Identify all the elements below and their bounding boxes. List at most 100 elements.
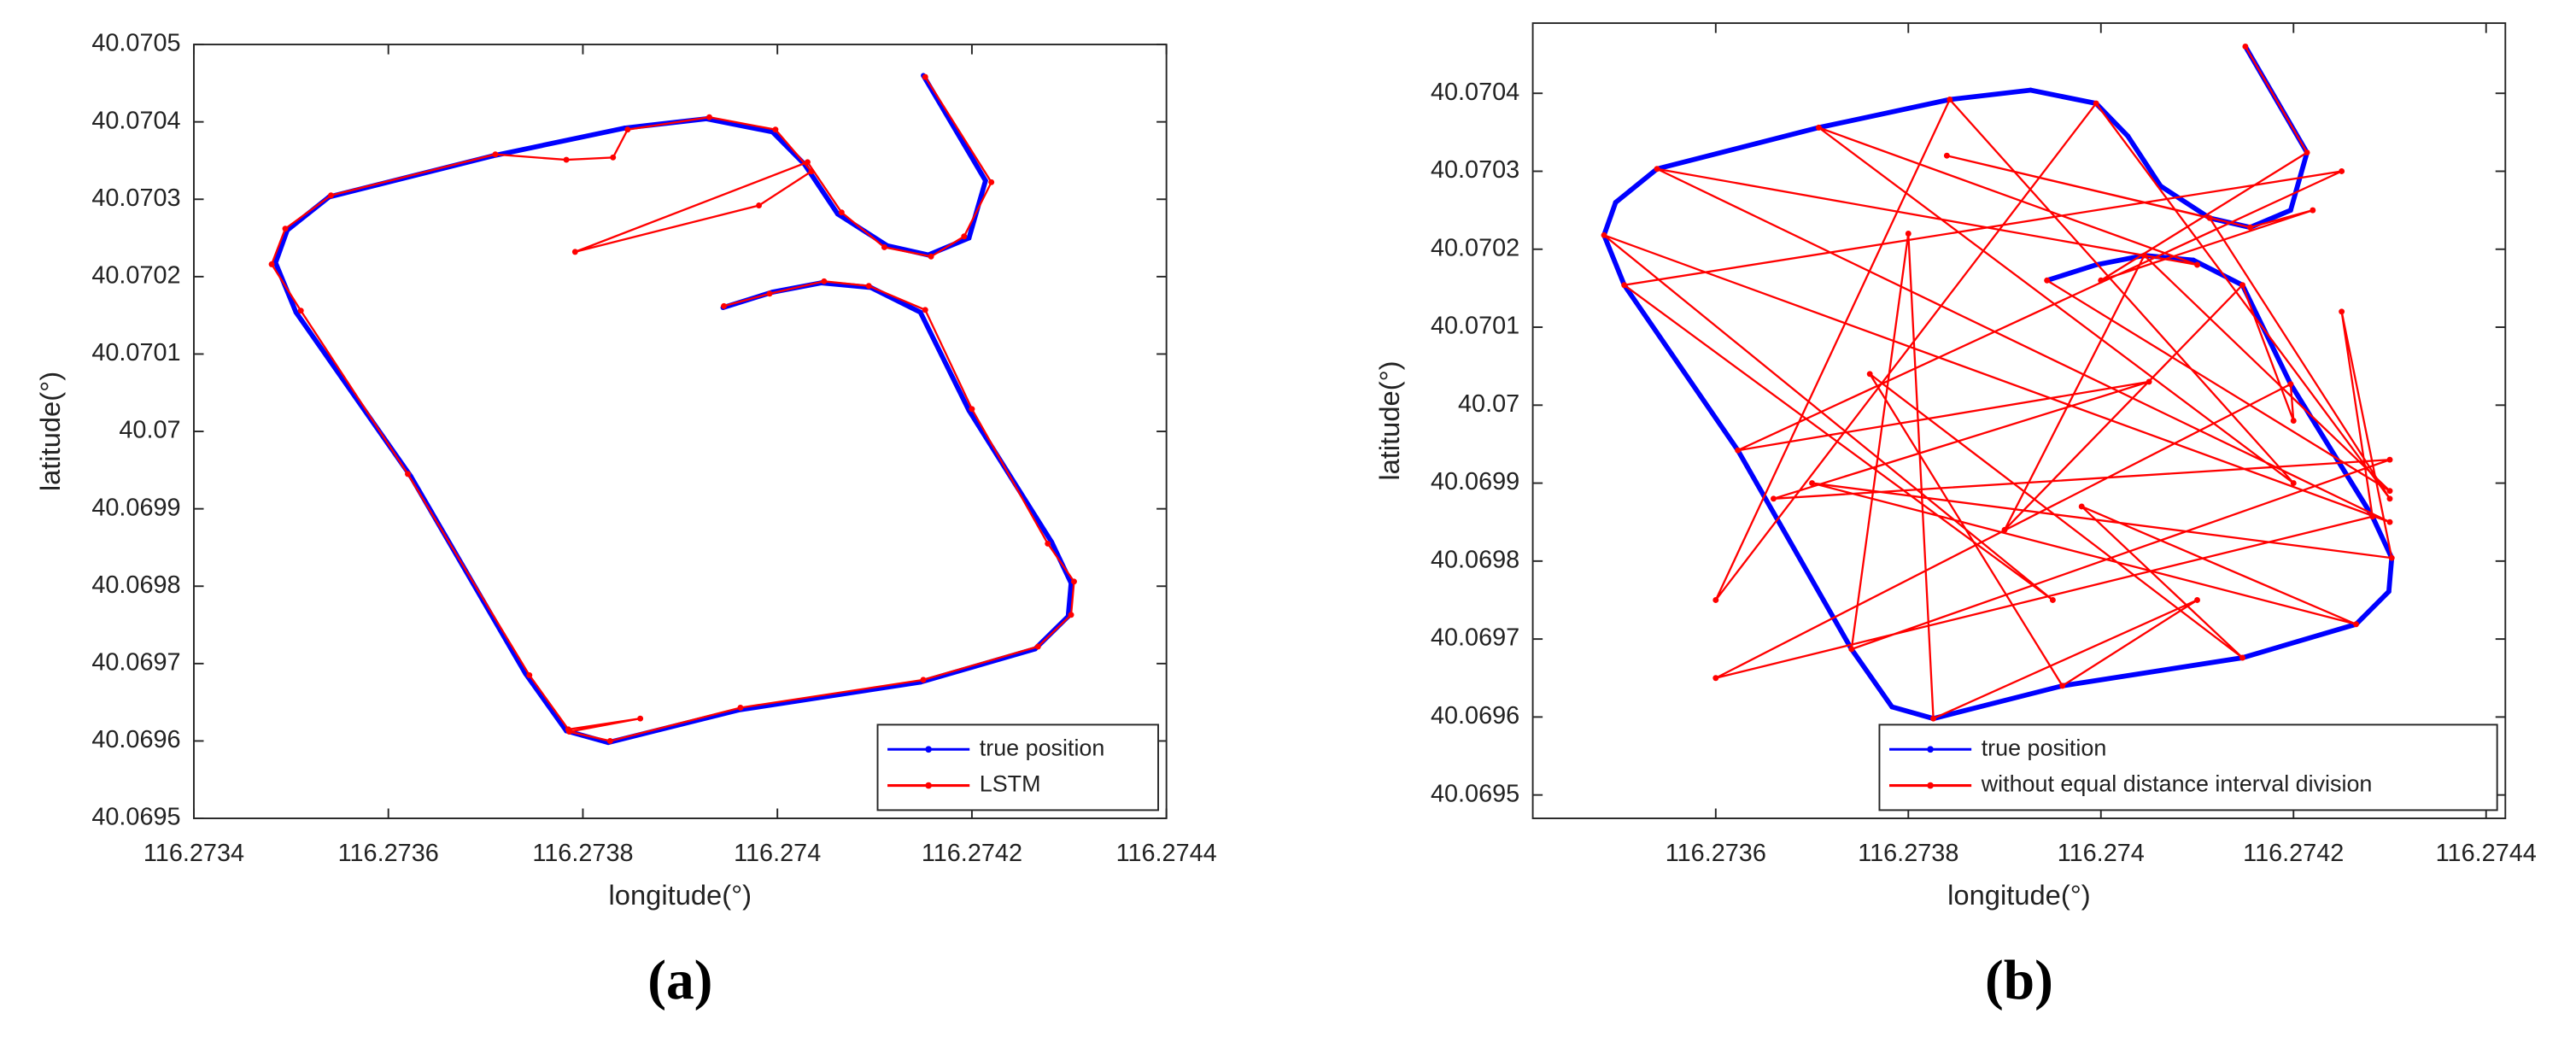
point [2386,488,2393,495]
y-tick-label: 40.0695 [1431,780,1519,807]
plot-area [193,44,1168,819]
point [297,308,304,314]
point [865,283,872,290]
point [2304,149,2310,156]
point [1712,675,1719,682]
point [2339,168,2345,174]
legend-label: true position [980,735,1105,760]
point [2386,495,2393,502]
point [756,202,763,208]
point [2044,277,2051,284]
y-tick-label: 40.0697 [91,648,180,676]
point [1068,612,1074,618]
point [637,715,644,722]
point [917,309,923,315]
legend-marker [1927,746,1934,753]
x-tick-label: 116.274 [2058,840,2145,867]
point [1621,282,1628,289]
plot-area [1531,22,2507,819]
y-axis-title: latitude(°) [34,372,66,491]
x-tick-label: 116.2736 [338,840,439,867]
point [706,114,712,120]
legend-marker [1927,782,1934,789]
point [2028,87,2034,93]
y-tick-label: 40.0702 [1431,234,1519,261]
point [1848,646,1855,653]
y-tick-label: 40.0696 [1431,702,1519,729]
panel-label: (a) [647,950,712,1011]
y-tick-label: 40.07 [1458,390,1519,418]
y-tick-label: 40.0703 [1431,156,1519,184]
y-tick-label: 40.0698 [1431,546,1519,573]
point [922,307,928,313]
x-tick-label: 116.2736 [1666,840,1766,867]
point [1809,480,1816,487]
x-tick-label: 116.2744 [2436,840,2537,867]
point [881,243,887,250]
point [2287,381,2294,388]
x-tick-label: 116.2738 [1858,840,1958,867]
point [2146,378,2152,385]
x-axis-title: longitude(°) [609,879,752,911]
point [2239,654,2245,661]
point [1712,597,1719,603]
point [2247,224,2253,231]
legend-label: LSTM [980,771,1041,797]
point [737,705,744,711]
point [328,192,334,199]
point [928,253,934,260]
y-tick-label: 40.0704 [91,107,180,134]
point [2001,526,2008,533]
point [1034,643,1041,650]
x-tick-label: 116.274 [734,840,821,867]
legend-label: without equal distance interval division [1981,771,2373,797]
point [808,168,815,175]
point [2242,43,2249,50]
point [2310,207,2316,214]
point [2078,503,2085,510]
legend-box [876,724,1160,811]
point [293,309,299,315]
point [2353,621,2360,628]
point [1930,715,1937,722]
y-tick-label: 40.0699 [1431,468,1519,495]
point [1601,231,1607,238]
point [606,737,613,744]
point [969,406,975,413]
point [571,249,578,255]
point [610,154,617,161]
point [766,290,773,297]
legend-box [1878,724,2498,811]
point [1947,97,1953,103]
x-axis-title: longitude(°) [1947,879,2091,911]
point [2194,597,2200,603]
point [821,278,828,284]
point [2369,513,2376,520]
point [2049,597,2056,603]
point [2388,554,2395,561]
panel-label: (b) [1985,950,2053,1011]
y-tick-label: 40.0695 [91,804,180,831]
point [922,73,928,80]
point [2206,214,2213,221]
point [838,209,845,216]
point [1770,495,1777,502]
point [772,126,779,133]
point [982,178,988,184]
y-tick-label: 40.0701 [91,339,180,366]
point [1866,371,1873,378]
y-tick-label: 40.07 [119,417,180,444]
legend-marker [925,782,932,789]
legend-label: true position [1982,735,2107,760]
point [2194,261,2200,268]
point [2386,589,2392,595]
point [2098,277,2105,284]
point [2287,208,2293,214]
y-tick-label: 40.0704 [1431,79,1519,106]
point [805,159,811,166]
y-tick-label: 40.0702 [91,261,180,289]
y-tick-label: 40.0701 [1431,313,1519,340]
point [2093,100,2099,107]
point [2386,518,2393,525]
point [2290,480,2297,487]
